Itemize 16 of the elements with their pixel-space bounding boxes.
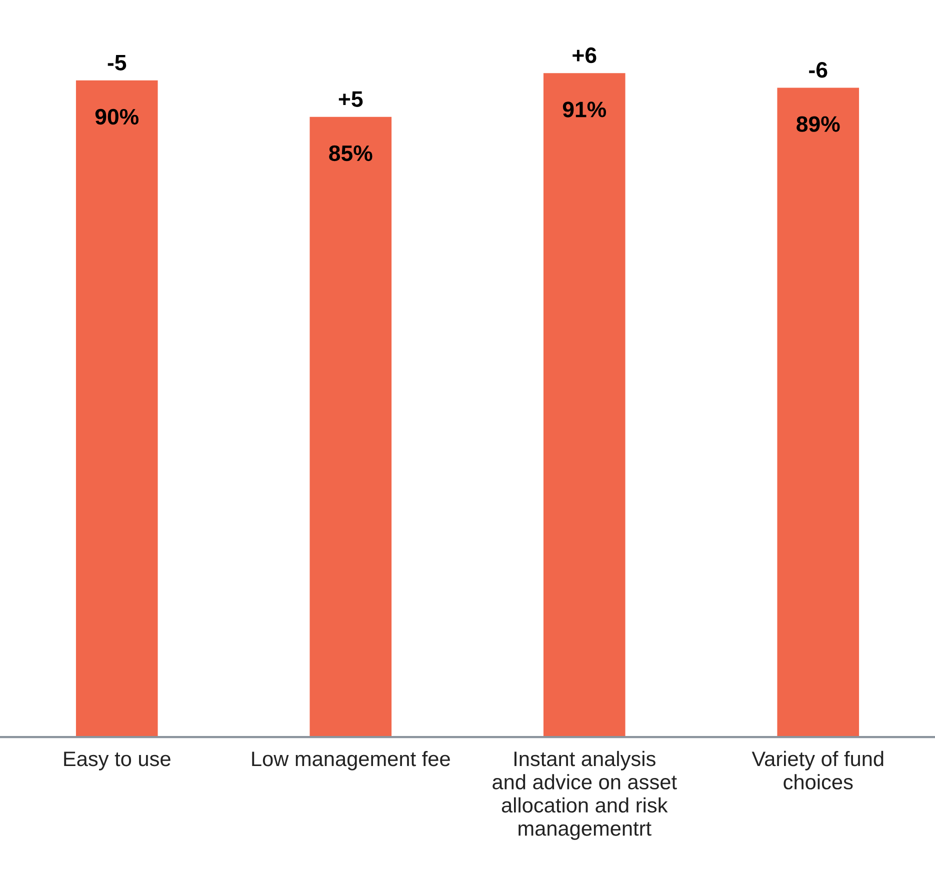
bar xyxy=(76,80,158,738)
annotation: -5 xyxy=(108,54,126,70)
bar xyxy=(543,73,626,738)
bar xyxy=(777,88,860,738)
annotation: +6 xyxy=(572,47,596,64)
annotation: -6 xyxy=(809,62,828,78)
bar xyxy=(310,116,392,738)
x-tick-label: Variety of fund choices xyxy=(752,750,884,790)
data-label: 85% xyxy=(329,145,372,162)
x-tick-label: Instant analysis and advice on asset allocation and risk managementrt xyxy=(492,750,677,840)
data-label: 91% xyxy=(562,102,606,118)
data-label: 89% xyxy=(796,116,840,132)
data-label: 90% xyxy=(95,108,139,125)
x-tick-label: Low management fee xyxy=(252,750,450,770)
x-tick-label: Easy to use xyxy=(64,752,170,770)
annotation: +5 xyxy=(338,91,363,107)
